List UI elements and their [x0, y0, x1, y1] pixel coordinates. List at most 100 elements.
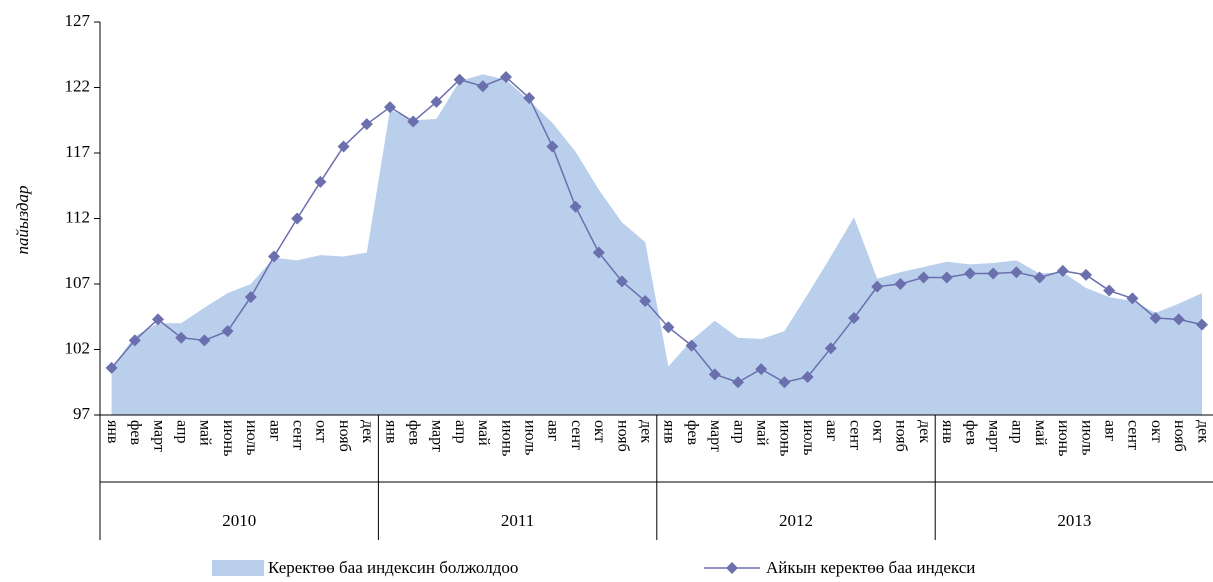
diamond-marker — [940, 271, 953, 284]
x-tick-label: нояб — [893, 420, 910, 452]
year-label: 2010 — [222, 511, 256, 530]
diamond-marker — [755, 363, 768, 376]
diamond-marker — [1126, 292, 1139, 305]
diamond-marker — [430, 95, 443, 108]
diamond-marker — [894, 278, 907, 290]
y-tick-label: 112 — [65, 207, 90, 226]
x-tick-label: апр — [452, 420, 469, 443]
year-label: 2011 — [501, 511, 534, 530]
diamond-marker — [732, 376, 744, 389]
x-tick-label: авг — [266, 420, 283, 442]
y-tick-label: 97 — [73, 404, 91, 423]
diamond-marker — [917, 271, 930, 284]
year-label: 2012 — [779, 511, 813, 530]
diamond-marker — [1172, 313, 1185, 326]
x-tick-label: июль — [800, 420, 817, 455]
diamond-marker — [360, 118, 373, 131]
x-tick-label: июнь — [1055, 420, 1072, 456]
x-tick-label: дек — [359, 420, 376, 443]
x-tick-label: март — [707, 420, 724, 452]
x-tick-label: окт — [591, 420, 608, 443]
diamond-marker — [453, 73, 466, 86]
x-tick-label: март — [429, 420, 446, 452]
x-tick-label: дек — [916, 420, 933, 443]
x-tick-label: янв — [104, 420, 121, 444]
diamond-marker — [1080, 268, 1092, 281]
diamond-marker — [1010, 266, 1023, 279]
legend-marker — [726, 562, 738, 574]
x-tick-label: фев — [962, 420, 979, 445]
x-tick-label: апр — [730, 420, 747, 443]
x-tick-label: июнь — [498, 420, 515, 456]
diamond-marker — [244, 291, 257, 304]
diamond-marker — [824, 342, 837, 355]
diamond-marker — [871, 280, 884, 293]
diamond-marker — [848, 312, 860, 325]
diamond-marker — [639, 295, 652, 308]
x-tick-label: нояб — [336, 420, 353, 452]
x-tick-label: окт — [1148, 420, 1165, 443]
y-tick-label: 122 — [65, 76, 91, 95]
x-tick-label: июнь — [777, 420, 794, 456]
diamond-marker — [964, 267, 976, 280]
diamond-marker — [1103, 284, 1116, 297]
x-tick-label: май — [197, 420, 214, 446]
y-tick-label: 127 — [65, 11, 91, 30]
forecast-area — [111, 74, 1203, 416]
diamond-marker — [407, 115, 420, 128]
x-tick-label: сент — [568, 420, 585, 450]
diamond-marker — [546, 140, 559, 153]
x-tick-label: май — [1032, 420, 1049, 446]
x-tick-label: фев — [684, 420, 701, 445]
legend-label: Керектөө баа индексин болжолдоо — [268, 558, 518, 577]
diamond-marker — [987, 267, 1000, 280]
x-tick-label: янв — [382, 420, 399, 444]
diamond-marker — [1056, 264, 1069, 277]
x-tick-label: авг — [823, 420, 840, 442]
y-axis-label: пайыздар — [13, 185, 32, 254]
x-tick-label: фев — [406, 420, 423, 445]
y-tick-label: 117 — [65, 142, 90, 161]
x-tick-label: март — [986, 420, 1003, 452]
x-tick-label: янв — [661, 420, 678, 444]
diamond-marker — [175, 331, 188, 344]
x-tick-label: сент — [846, 420, 863, 450]
diamond-marker — [198, 334, 211, 347]
diamond-marker — [778, 376, 791, 389]
legend-label: Айкын керектөө баа индекси — [766, 558, 975, 577]
diamond-marker — [1196, 318, 1208, 331]
x-tick-label: июль — [1078, 420, 1095, 455]
diamond-marker — [662, 321, 675, 334]
diamond-marker — [337, 140, 350, 153]
diamond-marker — [569, 200, 582, 213]
x-tick-label: апр — [174, 420, 191, 443]
diamond-marker — [268, 250, 280, 263]
x-tick-label: май — [475, 420, 492, 446]
diamond-marker — [384, 101, 396, 114]
y-tick-label: 107 — [65, 273, 91, 292]
x-tick-label: июнь — [220, 420, 237, 456]
x-tick-label: янв — [939, 420, 956, 444]
diamond-marker — [801, 371, 814, 384]
diamond-marker — [105, 361, 118, 374]
diamond-marker — [592, 246, 605, 259]
legend-swatch — [212, 560, 264, 576]
y-tick-label: 102 — [65, 338, 91, 357]
x-tick-label: май — [754, 420, 771, 446]
diamond-marker — [685, 339, 698, 352]
x-tick-label: дек — [1194, 420, 1211, 443]
diamond-marker — [616, 275, 628, 288]
x-tick-label: июль — [243, 420, 260, 455]
diamond-marker — [291, 212, 304, 225]
diamond-marker — [1149, 312, 1162, 325]
x-tick-label: дек — [638, 420, 655, 443]
x-tick-label: авг — [545, 420, 562, 442]
x-tick-label: нояб — [614, 420, 631, 452]
x-tick-label: окт — [870, 420, 887, 443]
x-tick-label: нояб — [1171, 420, 1188, 452]
diamond-marker — [523, 91, 536, 104]
year-label: 2013 — [1057, 511, 1091, 530]
x-tick-label: авг — [1102, 420, 1119, 442]
x-tick-label: сент — [290, 420, 307, 450]
diamond-marker — [314, 175, 327, 188]
